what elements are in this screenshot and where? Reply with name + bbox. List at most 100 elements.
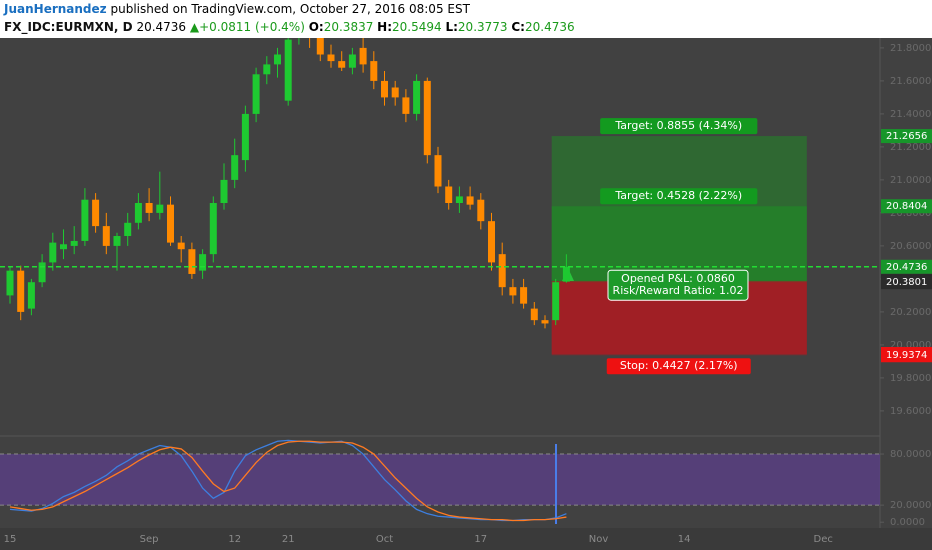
x-tick-label: Sep	[140, 534, 159, 545]
zone-label-bg	[606, 358, 751, 375]
y-tick-label: 21.4000	[890, 109, 931, 120]
y-tick-label: 21.8000	[890, 43, 931, 54]
y-tick-label: 19.6000	[890, 406, 931, 417]
candle-body	[370, 61, 378, 81]
l: 20.3773	[457, 20, 508, 34]
candle-body	[348, 54, 356, 68]
candle-body	[134, 203, 142, 223]
y-tick-label: 19.8000	[890, 373, 931, 384]
candle-body	[434, 155, 442, 187]
y-tick-label: 20.0000	[890, 500, 931, 511]
c: 20.4736	[524, 20, 575, 34]
x-tick-label: Nov	[589, 534, 609, 545]
zone-label: Target: 0.8855 (4.34%)	[614, 119, 742, 132]
y-tick-label: 0.0000	[890, 517, 925, 528]
published: published on TradingView.com, October 27…	[110, 2, 470, 16]
stoch-band	[0, 454, 880, 506]
candle-body	[92, 199, 100, 227]
candle-body	[167, 204, 174, 243]
o-key: O:	[308, 20, 324, 34]
candle-body	[220, 179, 228, 204]
candle-body	[49, 242, 57, 263]
candle-body	[199, 254, 207, 271]
candle-body	[70, 240, 78, 246]
candle-body	[274, 54, 281, 65]
candle-body	[552, 282, 560, 321]
candle-body	[145, 203, 153, 213]
candle-body	[209, 203, 217, 255]
y-tick-label: 21.2000	[890, 142, 931, 153]
x-tick-label: Dec	[814, 534, 833, 545]
candle-body	[466, 196, 474, 205]
candle-body	[6, 270, 14, 296]
arrow: ▲	[189, 20, 200, 34]
rr-label: Risk/Reward Ratio: 1.02	[613, 284, 744, 297]
candle-body	[455, 196, 463, 204]
candle-body	[60, 244, 67, 250]
y-tick-label: 20.6000	[890, 241, 931, 252]
candle-body	[338, 61, 346, 68]
header-line: JuanHernandez published on TradingView.c…	[4, 0, 932, 18]
y-tick-label: 21.0000	[890, 175, 931, 186]
candle-body	[156, 204, 164, 213]
candle-body	[391, 87, 399, 98]
candle-body	[498, 254, 506, 288]
price-label: 19.9374	[886, 350, 927, 361]
price-label: 20.3801	[886, 277, 927, 288]
candle-body	[477, 199, 485, 222]
candle-body	[520, 287, 528, 304]
x-tick-label: 17	[474, 534, 487, 545]
candle-body	[263, 64, 271, 75]
candle-body	[488, 221, 495, 263]
change: +0.0811 (+0.4%)	[199, 20, 305, 34]
author[interactable]: JuanHernandez	[4, 2, 107, 16]
candle-body	[113, 236, 121, 246]
o: 20.3837	[323, 20, 374, 34]
price-label: 20.8404	[886, 201, 927, 212]
candle-body	[316, 38, 324, 55]
candle-body	[402, 97, 410, 114]
x-tick-label: 12	[228, 534, 241, 545]
y-tick-label: 20.2000	[890, 307, 931, 318]
stoch-line	[9, 440, 567, 522]
candle-body	[541, 320, 549, 324]
x-tick-label: Oct	[376, 534, 393, 545]
x-tick-label: 15	[4, 534, 17, 545]
candle-body	[231, 155, 239, 180]
candle-body	[241, 113, 249, 161]
price-label: 20.4736	[886, 262, 927, 273]
price-label: 21.2656	[886, 131, 927, 142]
zone-label-bg	[600, 118, 758, 135]
h-key: H:	[377, 20, 393, 34]
price-label-bg	[881, 275, 932, 290]
price-label-bg	[881, 129, 932, 144]
last: 20.4736	[136, 20, 187, 34]
symbol: FX_IDC:EURMXN, D	[4, 20, 133, 34]
price-label-bg	[881, 348, 932, 363]
candle-body	[381, 80, 388, 98]
candle-body	[509, 287, 517, 296]
candle-body	[413, 80, 421, 114]
x-tick-label: 14	[678, 534, 691, 545]
y-tick-label: 80.0000	[890, 449, 931, 460]
candle-body	[27, 282, 35, 309]
stoch-line	[9, 439, 567, 522]
candle-body	[177, 242, 185, 250]
candle-body	[124, 222, 132, 237]
candle-body	[102, 226, 110, 246]
zone-label: Stop: 0.4427 (2.17%)	[620, 359, 738, 372]
candle-body	[38, 262, 46, 283]
candle-body	[284, 39, 292, 101]
c-key: C:	[511, 20, 525, 34]
candle-body	[188, 249, 196, 274]
zone-label-bg	[600, 188, 758, 205]
candle-body	[17, 270, 25, 312]
candle-body	[530, 308, 538, 321]
l-key: L:	[445, 20, 458, 34]
y-tick-label: 20.8000	[890, 208, 931, 219]
y-tick-label: 21.6000	[890, 76, 931, 87]
candle-body	[562, 266, 570, 282]
pnl-label: Opened P&L: 0.0860	[621, 272, 735, 285]
header: JuanHernandez published on TradingView.c…	[0, 0, 932, 38]
